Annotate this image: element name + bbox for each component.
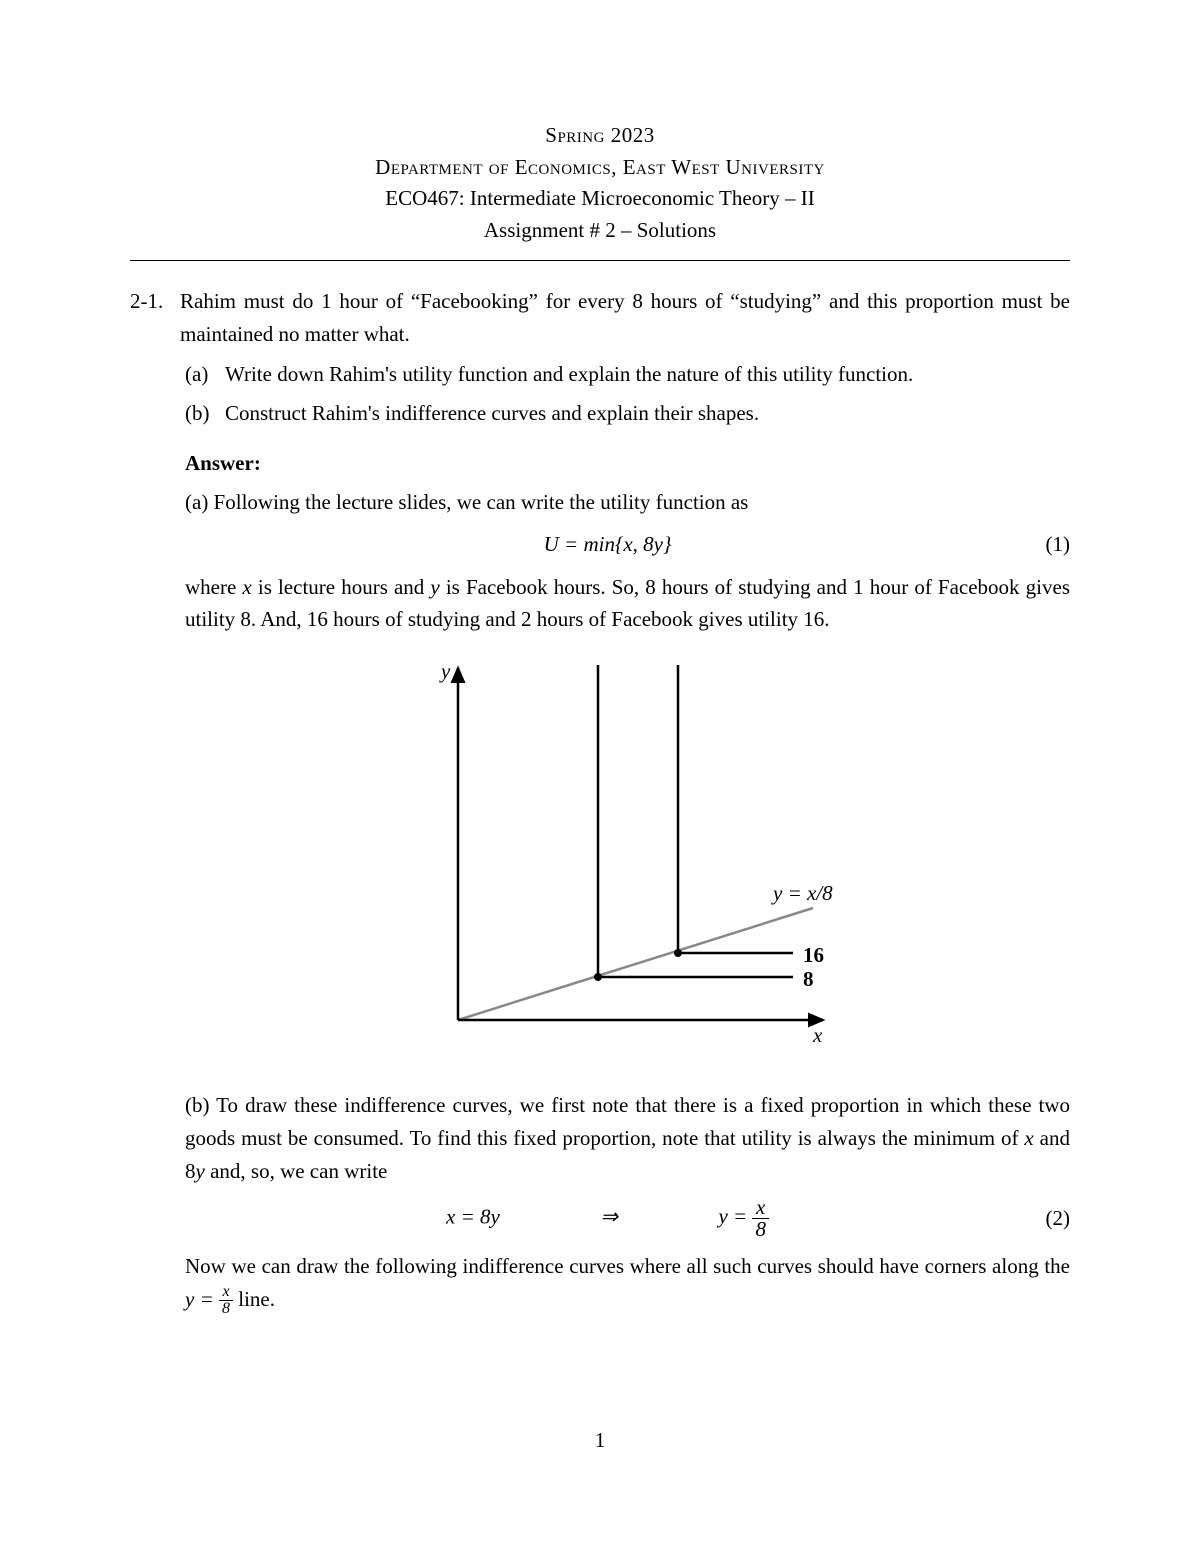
eq2-arrow: ⇒	[600, 1204, 618, 1228]
answer-a-intro: (a) Following the lecture slides, we can…	[185, 486, 1070, 519]
eq2-number: (2)	[1030, 1202, 1070, 1235]
term: Spring 2023	[130, 120, 1070, 152]
svg-text:8: 8	[803, 967, 814, 991]
header-rule	[130, 260, 1070, 261]
part-label: (b)	[185, 397, 225, 430]
answer-b-intro: (b) To draw these indifference curves, w…	[185, 1089, 1070, 1187]
eq1-body: U = min{x, 8y}	[544, 532, 672, 556]
part-text: Construct Rahim's indifference curves an…	[225, 397, 759, 430]
answer-b-outro: Now we can draw the following indifferen…	[185, 1250, 1070, 1317]
page-number: 1	[0, 1428, 1200, 1453]
svg-text:x: x	[812, 1023, 823, 1047]
question-1a: (a) Write down Rahim's utility function …	[185, 358, 1070, 391]
svg-text:y = x/8: y = x/8	[771, 881, 833, 905]
equation-2: x = 8y ⇒ y = x8 (2)	[185, 1197, 1070, 1240]
course: ECO467: Intermediate Microeconomic Theor…	[130, 183, 1070, 215]
equation-1: U = min{x, 8y} (1)	[185, 528, 1070, 561]
indifference-chart: 816 y = x/8 x y	[185, 660, 1070, 1070]
eq2-left: x = 8y	[446, 1204, 500, 1228]
question-1: 2-1. Rahim must do 1 hour of “Facebookin…	[130, 285, 1070, 350]
part-label: (a)	[185, 358, 225, 391]
question-1b: (b) Construct Rahim's indifference curve…	[185, 397, 1070, 430]
dept: Department of Economics, East West Unive…	[130, 152, 1070, 184]
question-prompt: Rahim must do 1 hour of “Facebooking” fo…	[180, 285, 1070, 350]
answer-heading: Answer:	[185, 447, 1070, 480]
part-text: Write down Rahim's utility function and …	[225, 358, 913, 391]
question-number: 2-1.	[130, 285, 180, 350]
svg-text:16: 16	[803, 943, 824, 967]
assignment: Assignment # 2 – Solutions	[130, 215, 1070, 247]
eq2-right: y = x8	[718, 1204, 769, 1228]
answer-a-explain: where x is lecture hours and y is Facebo…	[185, 571, 1070, 636]
svg-text:y: y	[439, 660, 451, 683]
doc-header: Spring 2023 Department of Economics, Eas…	[130, 120, 1070, 246]
eq1-number: (1)	[1030, 528, 1070, 561]
